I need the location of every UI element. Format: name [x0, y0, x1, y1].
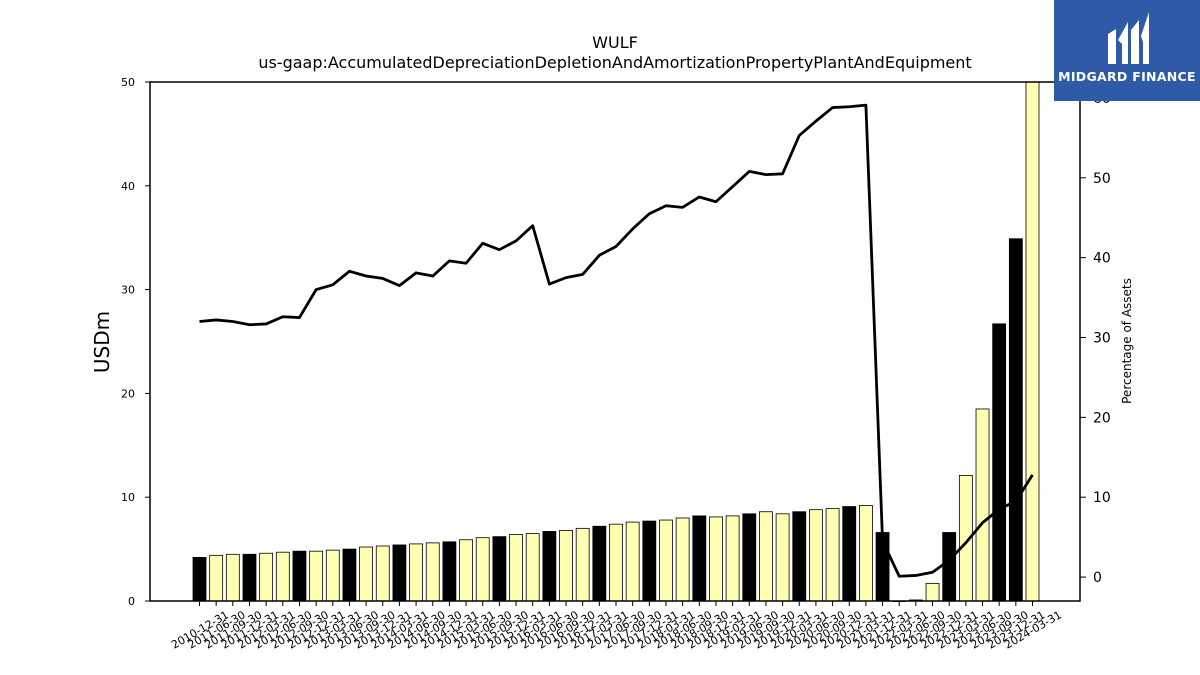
- bar: [509, 534, 523, 602]
- bar: [1025, 81, 1040, 602]
- bar: [992, 323, 1007, 602]
- y-tick-label: 50: [121, 76, 135, 89]
- bar: [375, 545, 390, 602]
- bar: [642, 520, 657, 602]
- bar: [1008, 238, 1023, 602]
- bar: [692, 515, 707, 602]
- bar: [242, 553, 257, 602]
- bar: [309, 550, 324, 602]
- bar: [659, 519, 673, 602]
- bar: [792, 511, 807, 602]
- bar: [609, 523, 623, 602]
- bar: [492, 536, 507, 602]
- bar: [625, 521, 640, 602]
- line-series: [199, 103, 1034, 578]
- x-axis: 2010-12-312011-06-302011-09-302011-12-31…: [169, 601, 1064, 652]
- y-tick-label: 40: [121, 180, 135, 193]
- chart-title: WULF: [592, 33, 638, 52]
- bar: [709, 516, 723, 602]
- bar: [575, 527, 590, 602]
- bar: [342, 548, 357, 602]
- bar: [192, 557, 207, 602]
- bar: [742, 513, 757, 602]
- y-tick-label: 0: [128, 595, 135, 608]
- logo-mark-icon: [1108, 12, 1149, 64]
- bar: [975, 408, 990, 602]
- y2-tick-label: 30: [1093, 331, 1111, 347]
- bar: [559, 530, 573, 602]
- bar: [925, 582, 940, 602]
- y-tick-label: 20: [121, 387, 135, 400]
- bar: [392, 544, 407, 602]
- bar: [459, 539, 473, 602]
- y2-tick-label: 10: [1093, 490, 1111, 506]
- bar: [759, 511, 773, 602]
- bar: [675, 517, 690, 602]
- bar: [325, 549, 340, 602]
- bar-series: [192, 81, 1040, 602]
- bar: [442, 541, 457, 602]
- bar: [942, 532, 957, 602]
- bar: [275, 551, 290, 602]
- bar: [209, 554, 224, 602]
- bar: [842, 506, 857, 602]
- y-axis-label: USDm: [90, 311, 114, 373]
- y2-tick-label: 50: [1093, 171, 1111, 187]
- plot-frame: [149, 81, 1081, 602]
- bar: [542, 531, 557, 602]
- bar: [225, 553, 240, 602]
- bar: [592, 525, 607, 602]
- bar: [409, 543, 423, 602]
- bar: [725, 515, 740, 602]
- percentage-line: [199, 103, 1034, 578]
- logo-text: MIDGARD FINANCE: [1058, 69, 1196, 84]
- y2-tick-label: 20: [1093, 410, 1111, 426]
- bar: [525, 533, 540, 602]
- y-axis-right: 0102030405060: [1080, 91, 1111, 586]
- y2-tick-label: 0: [1093, 570, 1102, 586]
- bar: [825, 508, 840, 602]
- bar: [292, 550, 307, 602]
- y2-tick-label: 40: [1093, 251, 1111, 267]
- y2-axis-label: Percentage of Assets: [1120, 278, 1134, 404]
- bar: [859, 505, 873, 602]
- bar: [359, 546, 374, 602]
- y-tick-label: 30: [121, 284, 135, 297]
- y-tick-label: 10: [121, 491, 135, 504]
- bar: [809, 509, 823, 602]
- bar: [425, 542, 440, 602]
- chart-subtitle: us-gaap:AccumulatedDepreciationDepletion…: [258, 53, 971, 72]
- bar: [259, 552, 274, 602]
- bar: [475, 537, 490, 602]
- y-axis-left: 0 10 20 30 40 50: [121, 76, 150, 608]
- bar: [775, 513, 790, 602]
- logo: MIDGARD FINANCE: [1054, 0, 1200, 101]
